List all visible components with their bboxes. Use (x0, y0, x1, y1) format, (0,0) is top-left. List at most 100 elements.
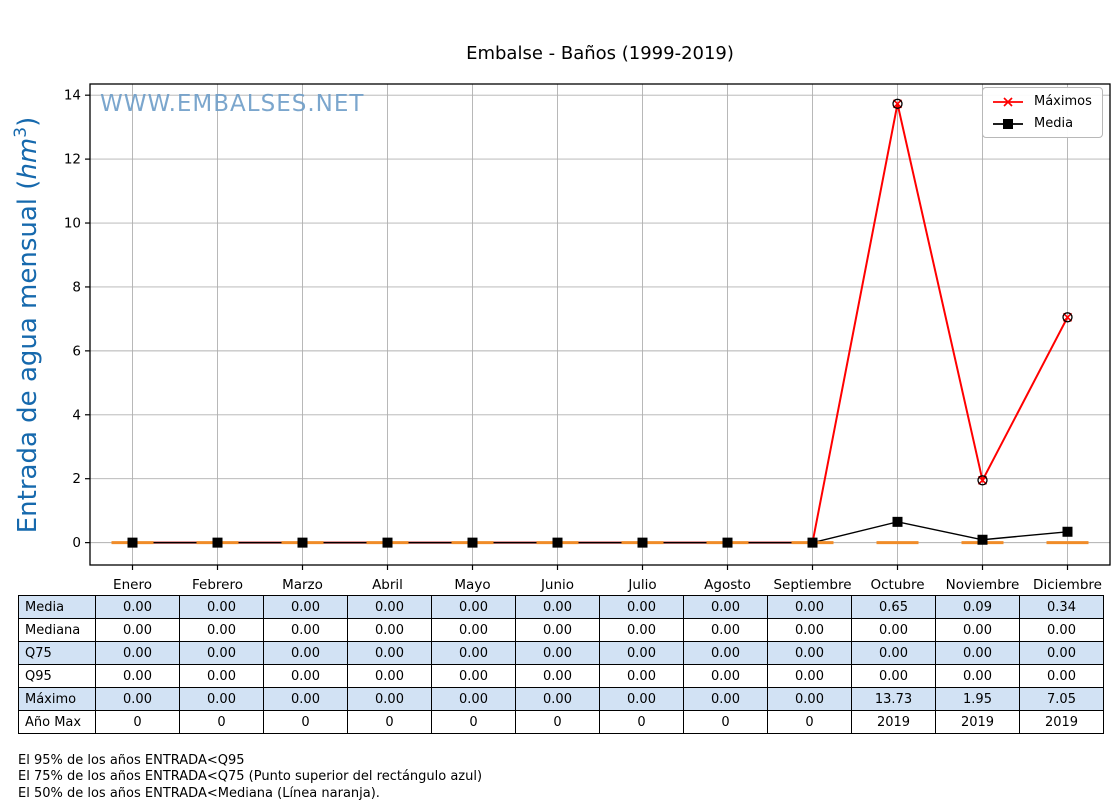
table-cell: 0.00 (95, 641, 180, 665)
table-row-label: Máximo (18, 687, 96, 711)
table-cell: 0.00 (347, 595, 432, 619)
table-cell: 0.00 (767, 618, 852, 642)
chart-title: Embalse - Baños (1999-2019) (466, 43, 734, 64)
y-tick-label: 10 (64, 216, 81, 232)
table-cell: 0.00 (179, 641, 264, 665)
x-tick-label: Agosto (704, 577, 751, 593)
table-cell: 0 (263, 710, 348, 734)
table-cell: 0.00 (599, 664, 684, 688)
table-cell: 0.00 (851, 664, 936, 688)
table-cell: 0 (95, 710, 180, 734)
table-cell: 0.65 (851, 595, 936, 619)
media-line-square-marker-icon (993, 118, 1023, 129)
table-cell: 0.00 (95, 664, 180, 688)
x-tick-label: Enero (113, 577, 152, 593)
table-cell: 0.00 (347, 618, 432, 642)
table-cell: 0.00 (431, 687, 516, 711)
table-cell: 0.00 (599, 641, 684, 665)
x-tick-label: Mayo (454, 577, 490, 593)
table-row-label: Media (18, 595, 96, 619)
table-cell: 0.00 (347, 664, 432, 688)
table-cell: 0.00 (179, 687, 264, 711)
table-cell: 0.00 (263, 687, 348, 711)
table-row: Máximo 0.00 0.00 0.00 0.00 0.00 0.00 0.00 0.00 0.… (18, 687, 1104, 711)
table-cell: 0.00 (515, 687, 600, 711)
table-row: Media 0.00 0.00 0.00 0.00 0.00 0.00 0.00 0.00 0.0… (18, 595, 1104, 619)
y-tick-label: 0 (72, 535, 81, 551)
outlier-circle (1062, 312, 1073, 323)
table-row-label: Q75 (18, 641, 96, 665)
table-cell: 0.00 (851, 618, 936, 642)
table-cell: 0.00 (431, 595, 516, 619)
table-row-label: Año Max (18, 710, 96, 734)
table-cell: 0.00 (263, 618, 348, 642)
table-cell: 0.00 (683, 618, 768, 642)
media-marker (1062, 526, 1073, 537)
footnotes: El 95% de los años ENTRADA<Q95 El 75% de… (18, 753, 482, 802)
table-cell: 0.00 (935, 664, 1020, 688)
media-marker (892, 516, 903, 527)
y-tick-label: 2 (72, 471, 81, 487)
table-cell: 0.00 (95, 618, 180, 642)
media-marker (127, 537, 138, 548)
table-cell: 0 (683, 710, 768, 734)
footnote-line: El 95% de los años ENTRADA<Q95 (18, 753, 245, 768)
table-cell: 0.00 (767, 664, 852, 688)
table-cell: 7.05 (1019, 687, 1104, 711)
table-cell: 0.00 (767, 641, 852, 665)
plot-frame (89, 83, 1111, 566)
table-cell: 0.00 (95, 595, 180, 619)
maximos-line (132, 103, 1069, 544)
table-cell: 0.00 (263, 641, 348, 665)
footnote-line: El 50% de los años ENTRADA<Mediana (Líne… (18, 785, 380, 801)
media-marker (382, 537, 393, 548)
x-tick-label: Noviembre (946, 577, 1020, 593)
table-cell: 0.00 (1019, 618, 1104, 642)
legend-item-media: Media (991, 114, 1092, 133)
table-row: Q75 0.00 0.00 0.00 0.00 0.00 0.00 0.00 0.00 0.00 0… (18, 641, 1104, 665)
media-marker (552, 537, 563, 548)
table-cell: 0.00 (431, 664, 516, 688)
table-cell: 0 (599, 710, 684, 734)
table-cell: 1.95 (935, 687, 1020, 711)
maximos-marker (977, 475, 988, 485)
table-cell: 0.00 (347, 687, 432, 711)
y-tick-label: 14 (64, 88, 81, 104)
table-cell: 0.34 (1019, 595, 1104, 619)
table-cell: 0.00 (347, 641, 432, 665)
y-tick-label: 6 (72, 343, 81, 359)
table-cell: 0.09 (935, 595, 1020, 619)
stats-table-body: Media 0.00 0.00 0.00 0.00 0.00 0.00 0.00 0.00 0.0… (18, 595, 1104, 734)
table-cell: 0.00 (683, 595, 768, 619)
media-marker (212, 537, 223, 548)
media-marker (467, 537, 478, 548)
table-cell: 0 (515, 710, 600, 734)
maximos-marker (892, 99, 903, 109)
table-row: Año Max 0 0 0 0 0 0 0 0 0 2019 2019 2019 (18, 710, 1104, 734)
media-marker (722, 537, 733, 548)
table-cell: 0.00 (431, 618, 516, 642)
table-cell: 0.00 (263, 595, 348, 619)
media-marker (977, 534, 988, 545)
legend-label-maximos: Máximos (1034, 94, 1092, 109)
chart-plot: WWW.EMBALSES.NET 0 2 4 6 8 10 12 14 Enero Febrero M… (11, 83, 1111, 593)
table-cell: 0.00 (515, 595, 600, 619)
table-cell: 13.73 (851, 687, 936, 711)
legend-item-maximos: Máximos (991, 92, 1092, 111)
table-cell: 0 (347, 710, 432, 734)
table-cell: 0.00 (683, 687, 768, 711)
maximos-line-x-marker-icon (993, 96, 1023, 107)
table-cell: 0.00 (1019, 664, 1104, 688)
y-axis-label: Entrada de agua mensual (hm3) (11, 117, 43, 534)
table-row: Q95 0.00 0.00 0.00 0.00 0.00 0.00 0.00 0.00 0.00 0… (18, 664, 1104, 688)
table-cell: 0.00 (767, 687, 852, 711)
legend: Máximos Media (982, 87, 1103, 138)
media-marker (297, 537, 308, 548)
table-row: Mediana 0.00 0.00 0.00 0.00 0.00 0.00 0.00 0.00 0… (18, 618, 1104, 642)
table-cell: 0.00 (767, 595, 852, 619)
table-cell: 0.00 (515, 641, 600, 665)
table-cell: 2019 (851, 710, 936, 734)
y-tick-label: 12 (64, 152, 81, 168)
table-cell: 0.00 (515, 664, 600, 688)
table-cell: 0 (431, 710, 516, 734)
